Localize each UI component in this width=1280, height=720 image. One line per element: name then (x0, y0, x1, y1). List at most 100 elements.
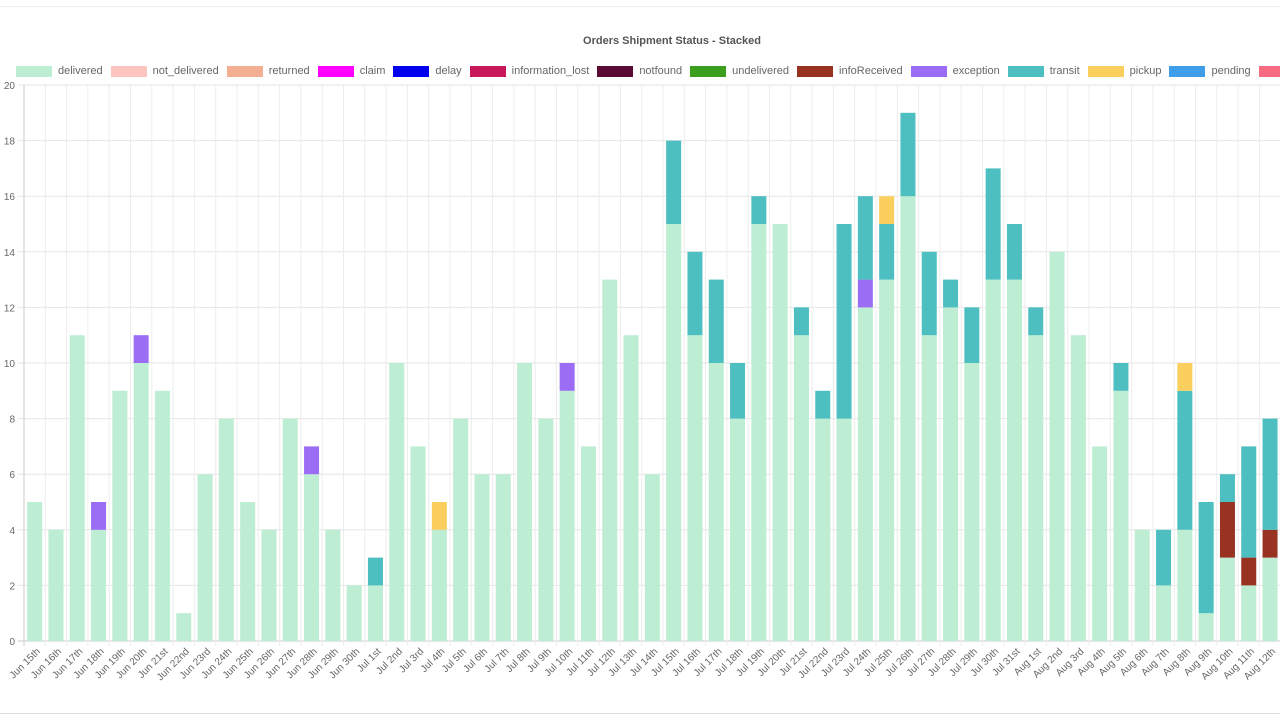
bar-segment-transit[interactable] (1156, 529, 1172, 586)
bar-segment-inforeceived[interactable] (1241, 557, 1257, 586)
bar-segment-delivered[interactable] (1006, 279, 1022, 641)
bar-segment-inforeceived[interactable] (1262, 529, 1278, 558)
legend-item-pickup[interactable]: pickup (1087, 65, 1161, 77)
bar-segment-delivered[interactable] (751, 224, 767, 641)
bar-segment-transit[interactable] (921, 251, 937, 336)
bar-segment-delivered[interactable] (943, 307, 959, 641)
bar-segment-transit[interactable] (857, 196, 873, 280)
bar-segment-delivered[interactable] (389, 363, 405, 641)
bar-segment-delivered[interactable] (1092, 446, 1108, 641)
bar-segment-transit[interactable] (1113, 363, 1129, 391)
bar-segment-delivered[interactable] (69, 335, 85, 641)
bar-segment-transit[interactable] (1262, 418, 1278, 530)
bar-segment-transit[interactable] (1177, 390, 1193, 530)
bar-segment-delivered[interactable] (282, 418, 298, 641)
bar-segment-delivered[interactable] (176, 613, 192, 641)
bar-segment-delivered[interactable] (1049, 251, 1065, 642)
bar-segment-transit[interactable] (815, 390, 831, 419)
bar-segment-transit[interactable] (1198, 502, 1214, 614)
bar-segment-delivered[interactable] (1156, 585, 1172, 641)
bar-segment-delivered[interactable] (1262, 557, 1278, 641)
bar-segment-delivered[interactable] (410, 446, 426, 641)
bar-segment-delivered[interactable] (644, 474, 660, 641)
bar-segment-delivered[interactable] (346, 585, 362, 641)
legend-item-pending[interactable]: pending (1169, 65, 1251, 77)
bar-segment-transit[interactable] (687, 251, 703, 336)
legend-item-delivered[interactable]: delivered (16, 65, 103, 77)
bar-segment-transit[interactable] (1028, 307, 1044, 336)
bar-segment-delivered[interactable] (367, 585, 383, 641)
legend-item-claim[interactable]: claim (317, 65, 385, 77)
bar-segment-transit[interactable] (1241, 446, 1257, 558)
bar-segment-delivered[interactable] (304, 474, 320, 641)
legend-item-transit[interactable]: transit (1007, 65, 1080, 77)
bar-segment-delivered[interactable] (1219, 557, 1235, 641)
bar-segment-delivered[interactable] (1134, 529, 1150, 641)
bar-segment-delivered[interactable] (793, 335, 809, 641)
bar-segment-delivered[interactable] (730, 418, 746, 641)
bar-segment-delivered[interactable] (495, 474, 511, 641)
bar-segment-delivered[interactable] (240, 502, 256, 641)
bar-segment-delivered[interactable] (538, 418, 554, 641)
bar-segment-transit[interactable] (985, 168, 1001, 280)
bar-segment-transit[interactable] (666, 140, 682, 224)
legend-item-inforeceived[interactable]: infoReceived (797, 65, 903, 77)
bar-segment-inforeceived[interactable] (1219, 502, 1235, 558)
bar-segment-delivered[interactable] (879, 279, 895, 641)
legend-item-exception[interactable]: exception (910, 65, 1000, 77)
bar-segment-delivered[interactable] (1177, 529, 1193, 641)
bar-segment-delivered[interactable] (921, 335, 937, 641)
bar-segment-delivered[interactable] (218, 418, 234, 641)
bar-segment-delivered[interactable] (133, 363, 149, 641)
bar-segment-exception[interactable] (91, 502, 107, 530)
bar-segment-transit[interactable] (751, 196, 767, 224)
bar-segment-delivered[interactable] (261, 529, 277, 641)
bar-segment-pickup[interactable] (1177, 363, 1193, 391)
bar-segment-delivered[interactable] (1198, 613, 1214, 641)
bar-segment-delivered[interactable] (1028, 335, 1044, 641)
legend-item-not-delivered[interactable]: not_delivered (110, 65, 219, 77)
bar-segment-delivered[interactable] (197, 474, 213, 641)
bar-segment-transit[interactable] (964, 307, 980, 363)
bar-segment-delivered[interactable] (623, 335, 639, 641)
bar-segment-delivered[interactable] (1070, 335, 1086, 641)
bar-segment-delivered[interactable] (708, 363, 724, 641)
bar-segment-exception[interactable] (304, 446, 320, 475)
bar-segment-delivered[interactable] (580, 446, 596, 641)
legend-item-unnamed[interactable] (1258, 65, 1280, 77)
bar-segment-delivered[interactable] (474, 474, 490, 641)
bar-segment-transit[interactable] (879, 224, 895, 280)
bar-segment-transit[interactable] (1006, 224, 1022, 280)
bar-segment-delivered[interactable] (964, 363, 980, 641)
bar-segment-delivered[interactable] (453, 418, 469, 641)
bar-segment-delivered[interactable] (91, 529, 107, 641)
bar-segment-transit[interactable] (900, 112, 916, 197)
bar-segment-delivered[interactable] (517, 363, 533, 641)
legend-item-undelivered[interactable]: undelivered (690, 65, 789, 77)
bar-segment-delivered[interactable] (1241, 585, 1257, 641)
legend-item-information-lost[interactable]: information_lost (469, 65, 589, 77)
bar-segment-delivered[interactable] (27, 502, 43, 641)
bar-segment-transit[interactable] (943, 279, 959, 308)
bar-segment-transit[interactable] (836, 224, 852, 419)
bar-segment-exception[interactable] (857, 279, 873, 308)
bar-segment-transit[interactable] (1219, 474, 1235, 502)
bar-segment-transit[interactable] (793, 307, 809, 336)
legend-item-notfound[interactable]: notfound (597, 65, 682, 77)
bar-segment-delivered[interactable] (985, 279, 1001, 641)
bar-segment-delivered[interactable] (154, 390, 170, 641)
bar-segment-delivered[interactable] (900, 196, 916, 641)
bar-segment-delivered[interactable] (325, 529, 341, 641)
bar-segment-delivered[interactable] (1113, 390, 1129, 641)
bar-segment-delivered[interactable] (815, 418, 831, 641)
bar-segment-delivered[interactable] (666, 224, 682, 641)
bar-segment-delivered[interactable] (836, 418, 852, 641)
bar-segment-transit[interactable] (708, 279, 724, 363)
bar-segment-exception[interactable] (559, 363, 575, 391)
bar-segment-delivered[interactable] (431, 529, 447, 641)
bar-segment-pickup[interactable] (879, 196, 895, 224)
bar-segment-delivered[interactable] (602, 279, 618, 641)
bar-segment-delivered[interactable] (857, 307, 873, 641)
bar-segment-transit[interactable] (730, 363, 746, 419)
bar-segment-delivered[interactable] (687, 335, 703, 641)
